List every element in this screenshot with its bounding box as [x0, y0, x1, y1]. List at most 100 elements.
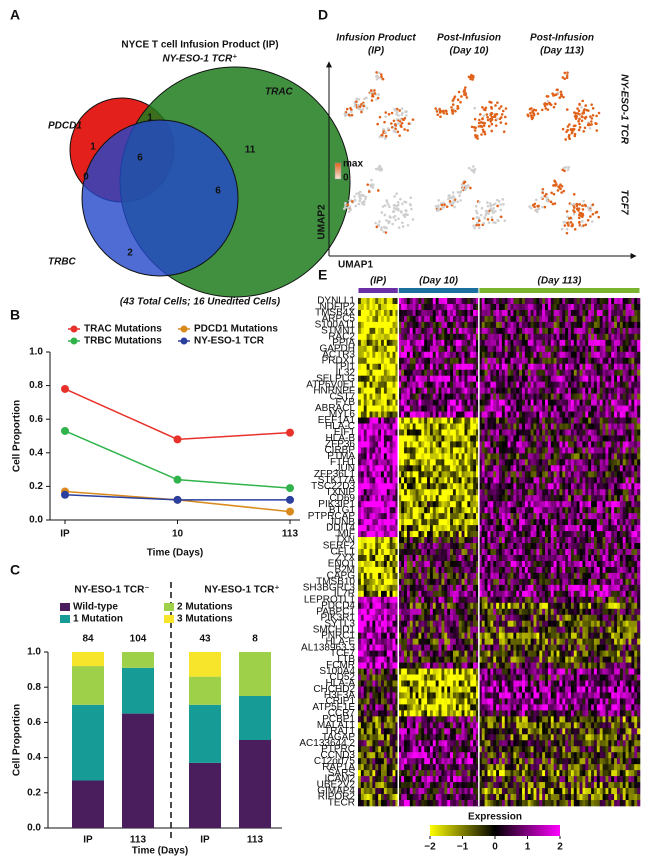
heatmap-cell — [452, 501, 457, 508]
heatmap-cell — [418, 519, 422, 526]
heatmap-cell — [424, 315, 428, 323]
heatmap-cell — [634, 429, 638, 436]
heatmap-cell — [478, 309, 483, 317]
heatmap-cell — [395, 339, 399, 347]
heatmap-cell — [596, 465, 601, 472]
heatmap-cell — [634, 453, 638, 460]
heatmap-cell — [424, 381, 428, 388]
heatmap-cell — [545, 537, 549, 544]
heatmap-cell — [452, 489, 457, 496]
count-label: 8 — [252, 634, 258, 645]
heatmap-cell — [467, 417, 471, 424]
heatmap-cell — [524, 333, 529, 341]
cell-dot — [404, 213, 408, 217]
heatmap-cell — [487, 357, 491, 365]
heatmap-cell — [608, 327, 612, 335]
heatmap-cell — [524, 303, 529, 311]
heatmap-cell — [516, 453, 520, 460]
heatmap-cell — [458, 315, 462, 323]
heatmap-cell — [461, 507, 465, 514]
heatmap-cell — [562, 405, 566, 412]
heatmap-cell — [432, 423, 436, 430]
heatmap-cell — [550, 339, 554, 347]
heatmap-cell — [386, 417, 390, 424]
heatmap-cell — [527, 501, 531, 508]
cell-dot — [572, 193, 576, 196]
heatmap-cell — [412, 531, 416, 538]
heatmap-cell — [524, 375, 529, 382]
heatmap-cell — [510, 357, 514, 365]
heatmap-cell — [450, 381, 454, 388]
heatmap-cell — [490, 453, 494, 460]
heatmap-cell — [579, 345, 583, 353]
heatmap-cell — [375, 387, 379, 394]
heatmap-cell — [473, 363, 477, 371]
heatmap-cell — [496, 423, 500, 430]
heatmap-cell — [473, 393, 477, 400]
heatmap-cell — [464, 298, 468, 305]
heatmap-cell — [392, 429, 396, 436]
heatmap-cell — [625, 507, 629, 514]
heatmap-cell — [383, 399, 388, 406]
heatmap-cell — [375, 315, 379, 323]
heatmap-cell — [530, 513, 534, 520]
heatmap-cell — [375, 537, 379, 544]
heatmap-cell — [467, 423, 471, 430]
heatmap-cell — [602, 345, 606, 353]
heatmap-cell — [438, 375, 442, 382]
heatmap-cell — [628, 351, 632, 359]
heatmap-cell — [582, 405, 586, 412]
heatmap-cell — [605, 381, 609, 388]
cell-dot — [549, 200, 553, 204]
heatmap-cell — [519, 375, 523, 382]
heatmap-cell — [530, 303, 534, 311]
heatmap-cell — [522, 435, 526, 442]
heatmap-cell — [634, 537, 638, 544]
heatmap-cell — [524, 363, 529, 371]
heatmap-cell — [568, 513, 572, 520]
heatmap-cell — [582, 303, 586, 311]
heatmap-cell — [372, 303, 376, 311]
heatmap-cell — [616, 429, 621, 436]
heatmap-cell — [383, 363, 388, 371]
heatmap-cell — [415, 453, 419, 460]
heatmap-cell — [573, 489, 577, 496]
heatmap-cell — [366, 357, 370, 365]
heatmap-cell — [591, 303, 595, 311]
heatmap-cell — [383, 471, 388, 478]
heatmap-cell — [444, 531, 448, 538]
heatmap-cell — [438, 483, 442, 490]
heatmap-cell — [398, 351, 402, 359]
heatmap-cell — [458, 417, 462, 424]
heatmap-cell — [358, 453, 362, 460]
heatmap-cell — [501, 309, 506, 317]
heatmap-cell — [516, 519, 520, 526]
heatmap-cell — [441, 333, 445, 341]
heatmap-cell — [360, 333, 365, 341]
heatmap-cell — [415, 375, 419, 382]
heatmap-cell — [435, 393, 439, 400]
heatmap-cell — [622, 309, 626, 317]
heatmap-cell — [576, 345, 580, 353]
heatmap-cell — [467, 519, 471, 526]
heatmap-cell — [473, 345, 477, 353]
heatmap-cell — [383, 393, 388, 400]
heatmap-cell — [375, 381, 379, 388]
cell-dot — [541, 187, 545, 191]
heatmap-cell — [516, 537, 520, 544]
heatmap-cell — [637, 363, 641, 371]
point — [286, 484, 294, 493]
heatmap-cell — [637, 435, 641, 442]
cell-dot — [452, 194, 455, 198]
heatmap-cell — [499, 525, 503, 532]
heatmap-cell — [381, 477, 385, 484]
heatmap-cell — [398, 525, 402, 532]
heatmap-cell — [634, 459, 638, 466]
heatmap-cell — [576, 405, 580, 412]
heatmap-cell — [616, 309, 621, 317]
heatmap-cell — [504, 501, 508, 508]
heatmap-cell — [444, 393, 448, 400]
heatmap-cell — [573, 441, 577, 448]
heatmap-cell — [524, 501, 529, 508]
heatmap-cell — [616, 411, 621, 418]
